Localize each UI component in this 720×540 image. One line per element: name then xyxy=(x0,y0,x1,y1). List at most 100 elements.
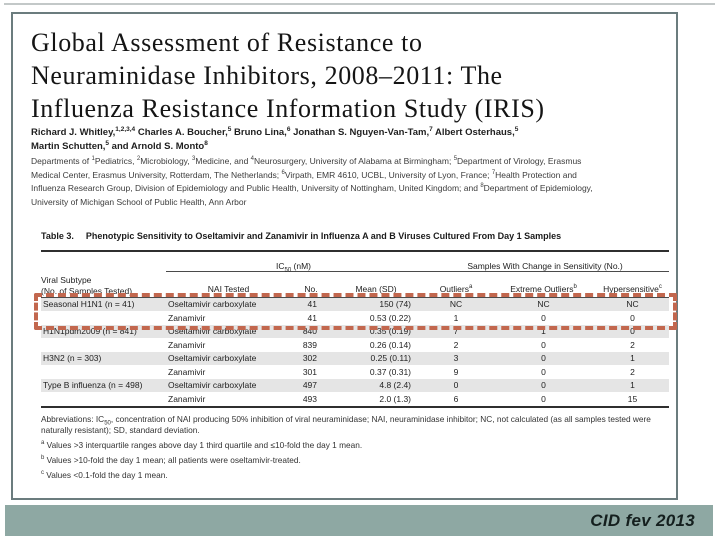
cell-outliers: 6 xyxy=(421,392,492,408)
cell-extreme: 0 xyxy=(541,353,546,364)
cell-hyper: 0 xyxy=(630,312,635,323)
cell-nai: Oseltamivir carboxylate xyxy=(168,299,257,310)
viral-subtype-line1: Viral Subtype xyxy=(41,274,92,285)
paper-title: Global Assessment of Resistance to Neura… xyxy=(31,26,545,125)
cell-hyper: 2 xyxy=(630,366,635,377)
col-header-viral-subtype: Viral Subtype (No. of Samples Tested) xyxy=(41,251,166,298)
col-header-outliers: Outliersa xyxy=(421,271,492,298)
author-list: Richard J. Whitley,1,2,3,4 Charles A. Bo… xyxy=(31,126,518,154)
group-header-sensitivity: Samples With Change in Sensitivity (No.) xyxy=(421,251,670,272)
cell-mean: 0.37 (0.31) xyxy=(369,366,412,377)
cell-mean: 4.8 (2.4) xyxy=(379,380,412,391)
group-header-ic50: IC50 (nM) xyxy=(166,251,422,273)
cell-mean: 2.0 (1.3) xyxy=(331,392,422,408)
table-footnotes: Abbreviations: IC50, concentration of NA… xyxy=(41,414,669,482)
title-line-3: Influenza Resistance Information Study (… xyxy=(31,94,545,123)
col-header-extreme-outliers: Extreme Outliersb xyxy=(491,271,597,298)
cell-hyper: 1 xyxy=(630,380,635,391)
table-row: Zanamivir 839 0.26 (0.14) 2 0 2 xyxy=(41,338,669,352)
cell-mean: 150 (74) xyxy=(379,299,412,310)
cell-nai: Oseltamivir carboxylate xyxy=(168,326,257,337)
footer-bar: CID fev 2013 xyxy=(5,505,713,536)
affiliation-line-3: Influenza Research Group, Division of Ep… xyxy=(31,183,593,193)
affiliation-line-4: University of Michigan School of Public … xyxy=(31,196,247,207)
cell-nai: Oseltamivir carboxylate xyxy=(168,353,257,364)
cell-hyper: 15 xyxy=(596,392,670,408)
cell-outliers: 1 xyxy=(453,312,459,323)
cell-subtype: H1N1pdm2009 (n = 841) xyxy=(43,326,137,337)
cell-extreme: 0 xyxy=(541,312,546,323)
cell-nai: Zanamivir xyxy=(168,312,206,323)
footnote-a: a Values >3 interquartile ranges above d… xyxy=(41,440,363,450)
cell-extreme: 1 xyxy=(541,326,546,337)
table-caption: Table 3. Phenotypic Sensitivity to Oselta… xyxy=(41,230,671,242)
table-row: Zanamivir 41 0.53 (0.22) 1 0 0 xyxy=(41,311,669,325)
table-row: Zanamivir 493 2.0 (1.3) 6 0 15 xyxy=(41,392,670,408)
table-row: H3N2 (n = 303) Oseltamivir carboxylate 3… xyxy=(41,351,670,365)
footer-label: CID fev 2013 xyxy=(590,511,695,530)
table-row: Type B influenza (n = 498) Oseltamivir c… xyxy=(41,378,670,392)
footnote-b: b Values >10-fold the day 1 mean; all pa… xyxy=(41,455,301,465)
cell-mean: 0.26 (0.14) xyxy=(369,339,412,350)
author-line-2: Martin Schutten,5 and Arnold S. Monto8 xyxy=(31,139,208,152)
title-line-1: Global Assessment of Resistance to xyxy=(31,28,423,57)
cell-no: 497 xyxy=(302,380,317,391)
cell-extreme: 0 xyxy=(541,339,546,350)
table-caption-text: Phenotypic Sensitivity to Oseltamivir an… xyxy=(85,231,562,241)
table3-block: Table 3. Phenotypic Sensitivity to Oselta… xyxy=(34,230,677,485)
cell-subtype xyxy=(41,311,166,325)
cell-no: 840 xyxy=(302,326,317,337)
cell-extreme: 0 xyxy=(491,392,597,408)
cell-mean: 0.25 (0.11) xyxy=(370,353,412,364)
header-group-row: Viral Subtype (No. of Samples Tested) IC… xyxy=(41,251,670,298)
cell-extreme: 0 xyxy=(541,380,546,391)
affiliation-line-2: Medical Center, Erasmus University, Rott… xyxy=(31,169,577,180)
cell-extreme: NC xyxy=(537,299,550,310)
cell-hyper: 0 xyxy=(630,326,635,337)
footnote-abbreviations: Abbreviations: IC50, concentration of NA… xyxy=(41,413,651,436)
cell-subtype xyxy=(41,392,166,408)
affiliation-line-1: Departments of 1Pediatrics, 2Microbiolog… xyxy=(31,156,582,166)
cell-nai: Oseltamivir carboxylate xyxy=(168,380,257,391)
cell-subtype: Type B influenza (n = 498) xyxy=(43,380,143,391)
cell-nai: Zanamivir xyxy=(168,339,206,350)
article-frame: Global Assessment of Resistance to Neura… xyxy=(11,12,678,500)
cell-nai: Zanamivir xyxy=(168,366,206,377)
cell-mean: 0.53 (0.22) xyxy=(369,312,412,323)
affiliations: Departments of 1Pediatrics, 2Microbiolog… xyxy=(31,155,593,209)
cell-no: 839 xyxy=(302,339,317,350)
cell-no: 302 xyxy=(302,353,317,364)
cell-subtype: Seasonal H1N1 (n = 41) xyxy=(43,299,135,310)
cell-extreme: 0 xyxy=(541,366,546,377)
cell-no: 493 xyxy=(291,392,331,408)
cell-outliers: 2 xyxy=(453,339,459,350)
cell-hyper: 2 xyxy=(630,339,635,350)
table-row: H1N1pdm2009 (n = 841) Oseltamivir carbox… xyxy=(41,324,670,338)
sensitivity-table: Viral Subtype (No. of Samples Tested) IC… xyxy=(41,250,670,408)
cell-mean: 0.35 (0.19) xyxy=(369,326,412,337)
footnote-c: c Values <0.1-fold the day 1 mean. xyxy=(41,470,168,480)
cell-subtype xyxy=(41,365,166,379)
cell-outliers: 9 xyxy=(453,366,459,377)
cell-hyper: 1 xyxy=(630,353,635,364)
table-row: Zanamivir 301 0.37 (0.31) 9 0 2 xyxy=(41,365,669,379)
cell-hyper: NC xyxy=(626,299,639,310)
cell-outliers: 0 xyxy=(453,380,459,391)
cell-outliers: 7 xyxy=(453,326,459,337)
cell-no: 41 xyxy=(307,312,317,323)
cell-outliers: 3 xyxy=(453,353,459,364)
col-header-hypersensitive: Hypersensitivec xyxy=(596,271,670,298)
cell-outliers: NC xyxy=(449,299,463,310)
col-header-no: No. xyxy=(291,271,331,298)
top-divider xyxy=(4,3,715,5)
cell-subtype: H3N2 (n = 303) xyxy=(43,353,102,364)
cell-subtype xyxy=(41,338,166,352)
cell-no: 301 xyxy=(302,366,317,377)
author-line-1: Richard J. Whitley,1,2,3,4 Charles A. Bo… xyxy=(31,125,519,138)
title-line-2: Neuraminidase Inhibitors, 2008–2011: The xyxy=(31,61,503,90)
table-caption-label: Table 3. xyxy=(41,231,74,241)
col-header-mean-sd: Mean (SD) xyxy=(331,271,422,298)
cell-no: 41 xyxy=(307,299,317,310)
cell-nai: Zanamivir xyxy=(166,392,291,408)
